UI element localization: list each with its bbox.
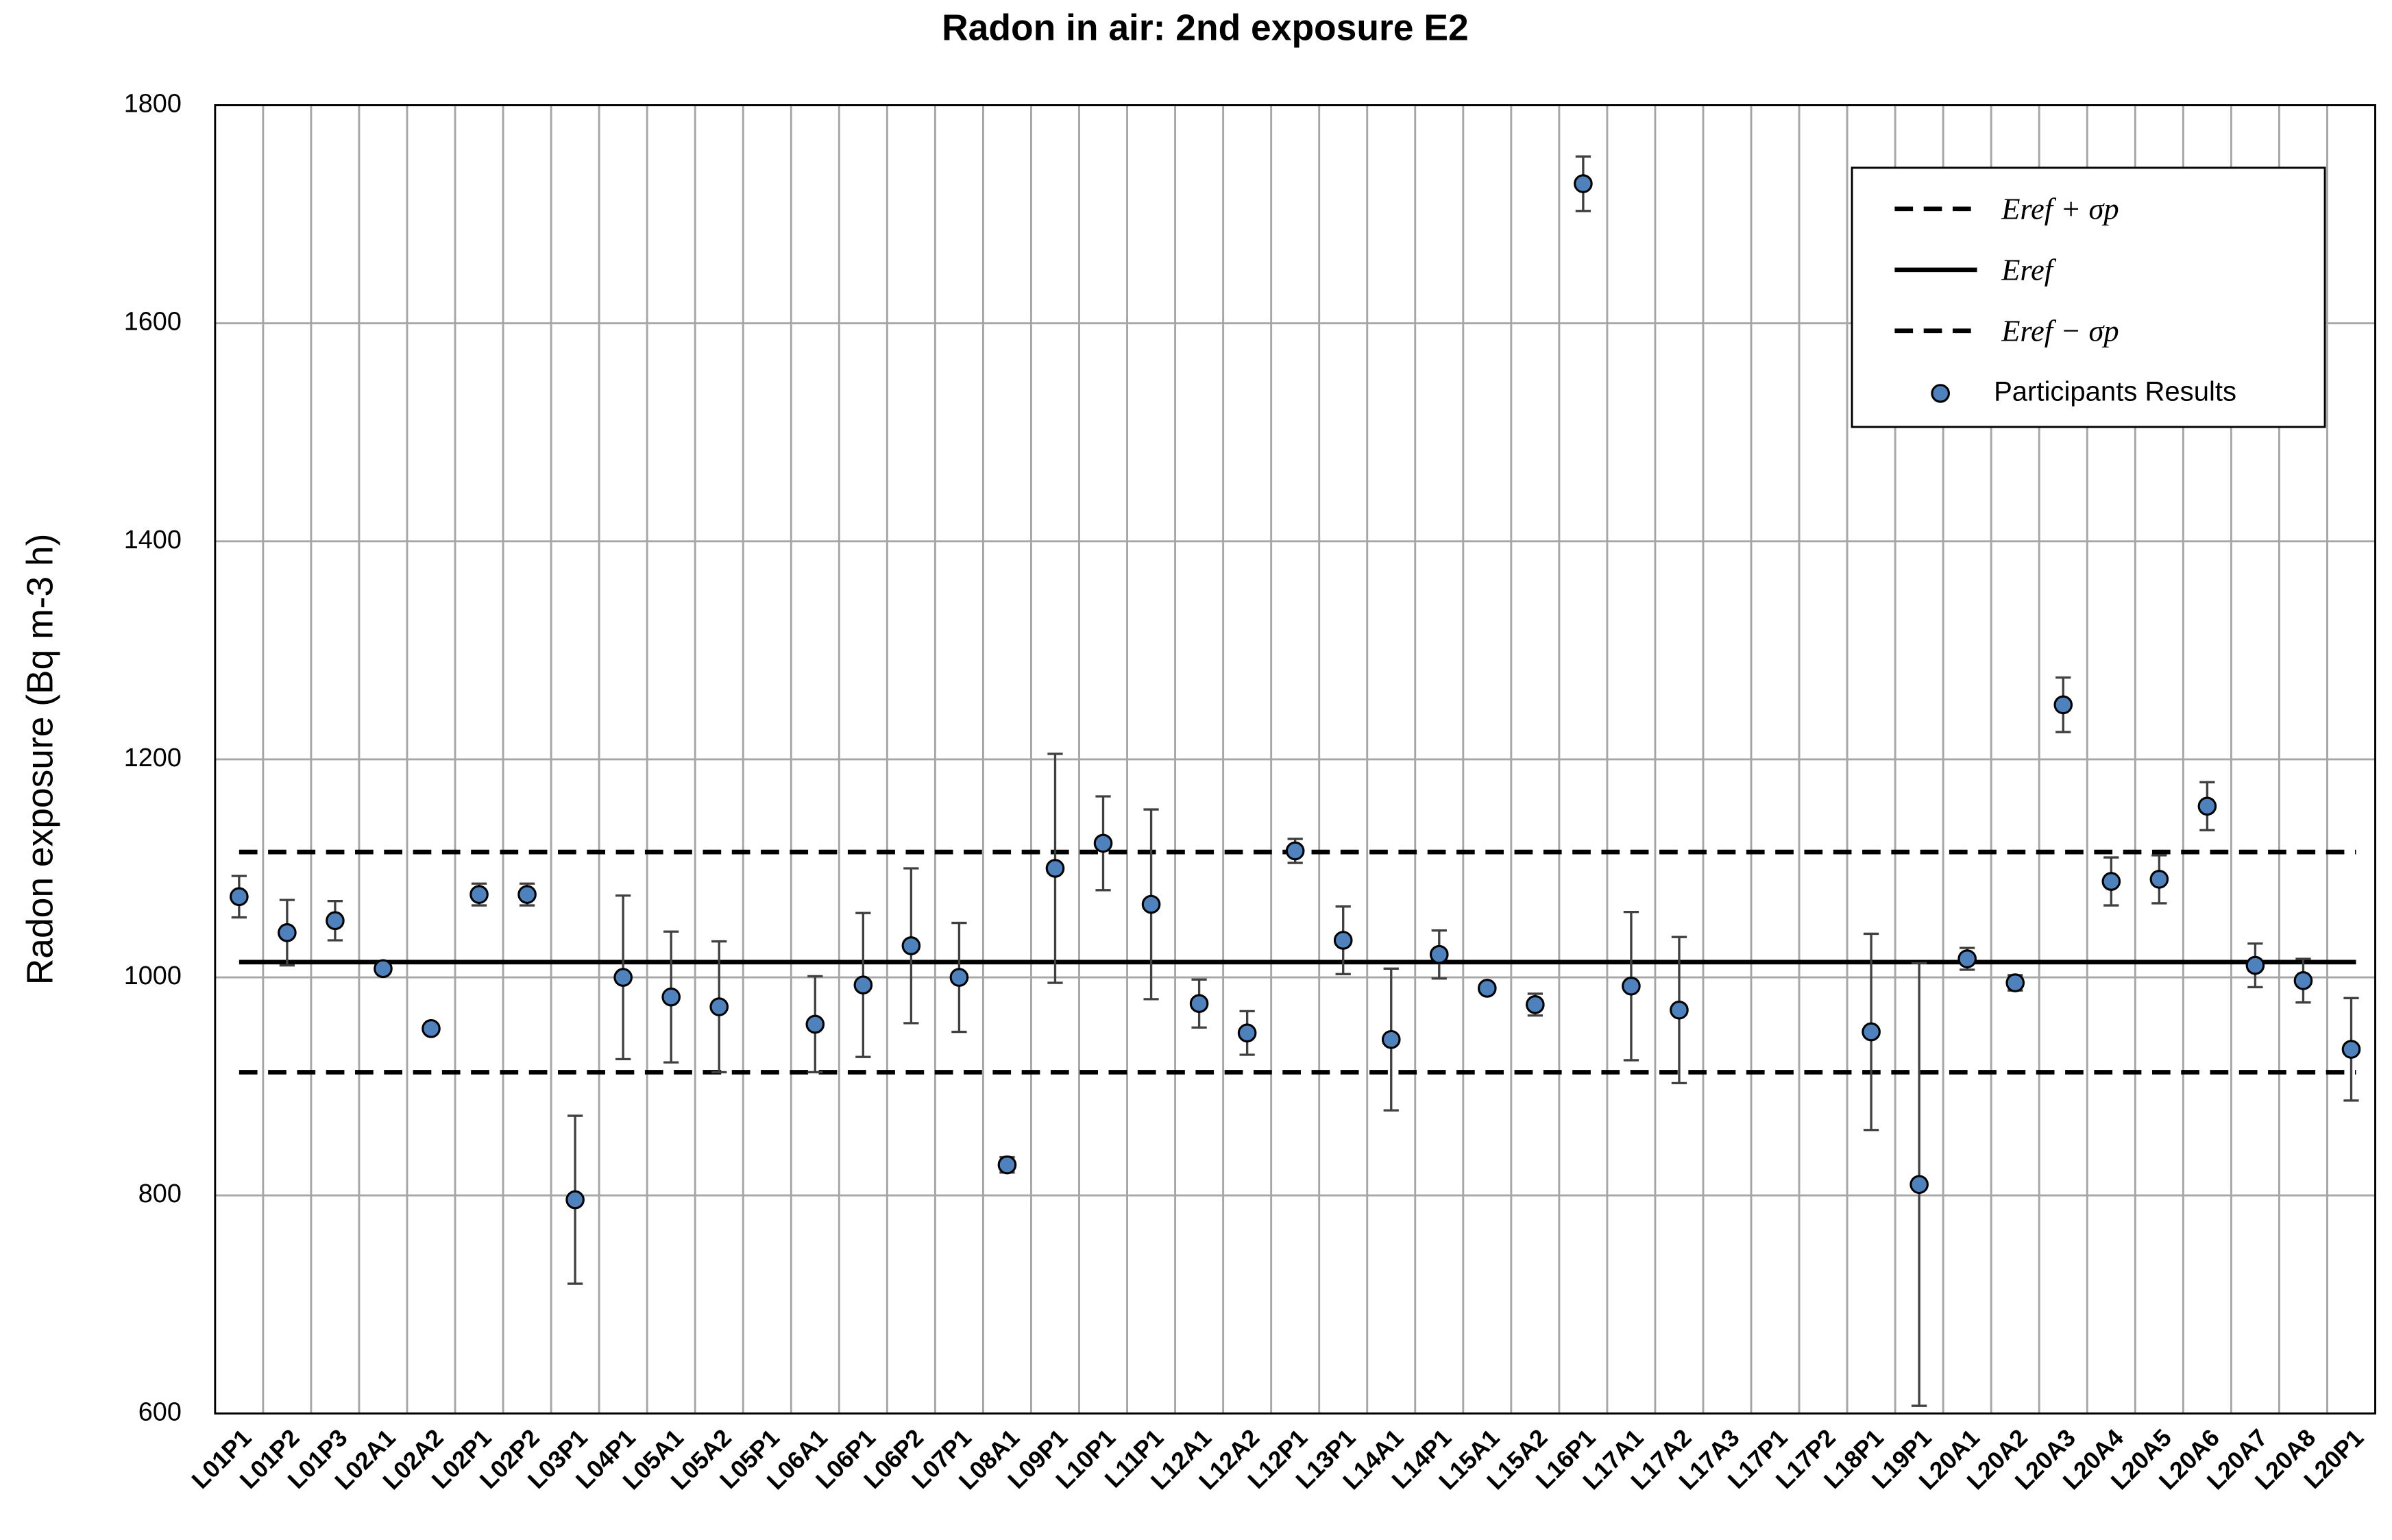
data-point — [1189, 994, 1209, 1014]
data-point — [2053, 695, 2073, 715]
data-point — [997, 1155, 1017, 1175]
data-point — [853, 975, 873, 994]
data-point — [1862, 1022, 1881, 1042]
data-point — [1574, 174, 1593, 193]
data-point — [1957, 949, 1977, 968]
legend-label: Eref — [2001, 252, 2057, 286]
legend-label: Eref + σp — [2001, 191, 2119, 225]
data-point — [469, 885, 489, 904]
data-point — [2197, 796, 2217, 816]
data-point — [709, 997, 729, 1016]
y-tick-label: 1000 — [124, 962, 182, 990]
data-point — [1670, 1000, 1689, 1020]
data-point — [1093, 833, 1113, 853]
y-tick-label: 1200 — [124, 744, 182, 772]
data-point — [1622, 976, 1641, 996]
data-point — [230, 887, 249, 907]
data-point — [326, 911, 345, 931]
data-point — [2341, 1040, 2361, 1059]
data-point — [517, 885, 537, 904]
plot-frame — [214, 104, 2376, 1415]
data-point — [1478, 979, 1497, 998]
legend-label: Participants Results — [1994, 377, 2236, 407]
data-point — [805, 1014, 825, 1034]
data-point — [901, 936, 921, 955]
y-tick-label: 800 — [138, 1180, 182, 1208]
chart-title: Radon in air: 2nd exposure E2 — [942, 8, 1469, 49]
legend-marker — [1931, 384, 1950, 403]
data-point — [565, 1190, 585, 1210]
data-point — [1237, 1023, 1257, 1042]
data-point — [2101, 872, 2121, 891]
data-point — [374, 959, 393, 979]
data-point — [2293, 971, 2313, 990]
data-point — [1141, 894, 1161, 914]
y-tick-label: 1800 — [124, 89, 182, 118]
data-point — [2005, 973, 2025, 992]
data-point — [949, 968, 969, 987]
y-axis-label: Radon exposure (Bq m-3 h) — [20, 534, 60, 986]
data-point — [278, 923, 297, 942]
data-point — [2245, 955, 2265, 975]
y-tick-label: 1400 — [124, 526, 182, 554]
data-point — [1381, 1029, 1401, 1049]
data-point — [1333, 931, 1353, 950]
y-tick-label: 600 — [138, 1397, 182, 1426]
data-point — [2149, 870, 2169, 889]
legend-label: Eref − σp — [2001, 313, 2119, 347]
data-point — [1429, 944, 1449, 964]
data-point — [661, 987, 681, 1007]
data-point — [1909, 1175, 1929, 1195]
data-point — [613, 968, 633, 987]
data-point — [1285, 841, 1305, 861]
data-point — [1045, 859, 1065, 878]
data-point — [1526, 995, 1545, 1014]
y-tick-label: 1600 — [124, 308, 182, 337]
data-point — [422, 1019, 441, 1038]
